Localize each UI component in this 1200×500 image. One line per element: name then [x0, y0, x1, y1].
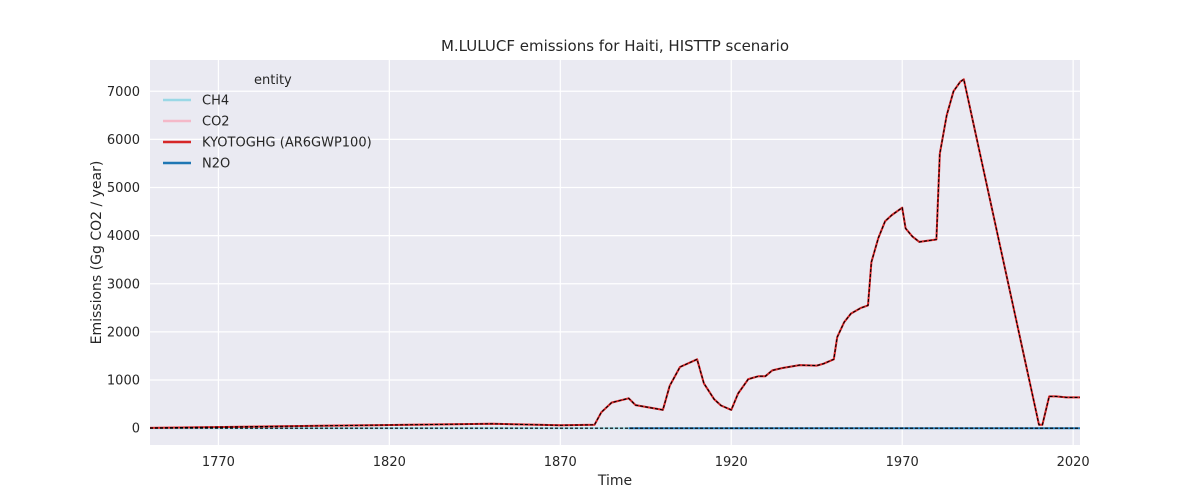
grid — [150, 60, 1080, 445]
x-tick-label: 1770 — [202, 455, 235, 470]
y-tick-label: 2000 — [107, 325, 140, 340]
series-lines — [149, 78, 1080, 430]
y-tick-label: 4000 — [107, 229, 140, 244]
legend-entry-label: N2O — [202, 157, 230, 172]
legend-entry-label: KYOTOGHG (AR6GWP100) — [202, 136, 372, 151]
y-tick-label: 5000 — [107, 181, 140, 196]
legend: entity CH4 CO2 KYOTOGHG (AR6GWP100) N2O — [163, 73, 372, 172]
y-tick-label: 0 — [132, 422, 140, 437]
y-axis-label: Emissions (Gg CO2 / year) — [89, 161, 105, 345]
x-tick-label: 1820 — [373, 455, 406, 470]
tick-labels: 1770 1820 1870 1920 1970 2020 0 1000 2000 3000 400… — [107, 85, 1090, 470]
y-tick-label: 6000 — [107, 133, 140, 148]
legend-title: entity — [254, 73, 292, 88]
x-tick-label: 1970 — [886, 455, 919, 470]
x-tick-label: 1870 — [544, 455, 577, 470]
plot-background — [150, 60, 1080, 445]
x-axis-label: Time — [597, 473, 632, 489]
x-tick-label: 1920 — [715, 455, 748, 470]
y-tick-label: 3000 — [107, 277, 140, 292]
y-tick-label: 7000 — [107, 85, 140, 100]
chart-title: M.LULUCF emissions for Haiti, HISTTP sce… — [441, 37, 789, 55]
series-line-reference-dashed — [149, 78, 1080, 429]
y-tick-label: 1000 — [107, 374, 140, 389]
legend-entry-label: CH4 — [202, 94, 229, 109]
legend-entry-label: CO2 — [202, 115, 230, 130]
x-tick-label: 2020 — [1057, 455, 1090, 470]
